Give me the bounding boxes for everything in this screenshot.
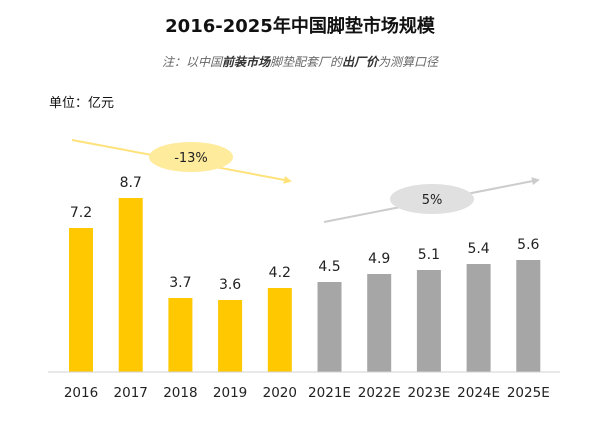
trend-annotations: -13% 5%: [71, 139, 540, 223]
bar-2018: [168, 298, 193, 372]
value-label-2024e: 5.4: [467, 241, 489, 257]
tick-label-2023e: 2023E: [407, 385, 450, 401]
note-emphasis-factory-price: 出厂价: [342, 55, 380, 69]
value-label-2020: 4.2: [269, 265, 291, 281]
tick-label-2017: 2017: [114, 385, 148, 401]
note-suffix: 为测算口径: [378, 55, 439, 69]
tick-label-2025e: 2025E: [507, 385, 550, 401]
tick-label-2022e: 2022E: [358, 385, 401, 401]
value-label-2017: 8.7: [120, 175, 142, 191]
tick-label-2021e: 2021E: [308, 385, 351, 401]
chart-title: 2016-2025年中国脚垫市场规模: [165, 15, 436, 37]
tick-label-2020: 2020: [263, 385, 297, 401]
value-label-2022e: 4.9: [368, 251, 390, 267]
value-label-2019: 3.6: [219, 277, 241, 293]
bar-2022e: [367, 274, 392, 372]
growth-rate-label-actual: -13%: [174, 151, 208, 166]
note-middle: 脚垫配套厂的: [270, 55, 344, 69]
value-label-2021e: 4.5: [318, 259, 340, 275]
bar-2021e: [317, 282, 342, 372]
note-emphasis-front-market: 前装市场: [222, 55, 272, 69]
tick-label-2016: 2016: [64, 385, 98, 401]
value-label-2016: 7.2: [70, 205, 92, 221]
growth-rate-label-forecast: 5%: [422, 193, 443, 208]
tick-label-2018: 2018: [163, 385, 197, 401]
growth-bubble-forecast: [390, 184, 474, 214]
bar-2020: [267, 288, 292, 372]
bar-2025e: [516, 260, 541, 372]
y-axis-unit-label: 单位：亿元: [49, 96, 114, 111]
x-axis-tick-labels: 2016 2017 2018 2019 2020 2021E 2022E 2023E 2024E…: [64, 385, 550, 401]
chart-note: 注：以中国前装市场脚垫配套厂的出厂价为测算口径: [162, 55, 439, 69]
bar-2023e: [416, 270, 441, 372]
value-label-2018: 3.7: [169, 275, 191, 291]
growth-bubble-actual: [149, 142, 233, 172]
bars-group: [69, 198, 541, 372]
bar-2024e: [466, 264, 491, 372]
value-labels-group: 7.2 8.7 3.7 3.6 4.2 4.5 4.9 5.1 5.4 5.6: [70, 175, 540, 293]
note-prefix: 注：以中国: [162, 55, 224, 69]
value-label-2023e: 5.1: [418, 247, 440, 263]
bar-2019: [218, 300, 243, 372]
tick-label-2024e: 2024E: [457, 385, 500, 401]
value-label-2025e: 5.6: [517, 237, 539, 253]
bar-2017: [118, 198, 143, 372]
bar-2016: [69, 228, 93, 372]
tick-label-2019: 2019: [213, 385, 247, 401]
